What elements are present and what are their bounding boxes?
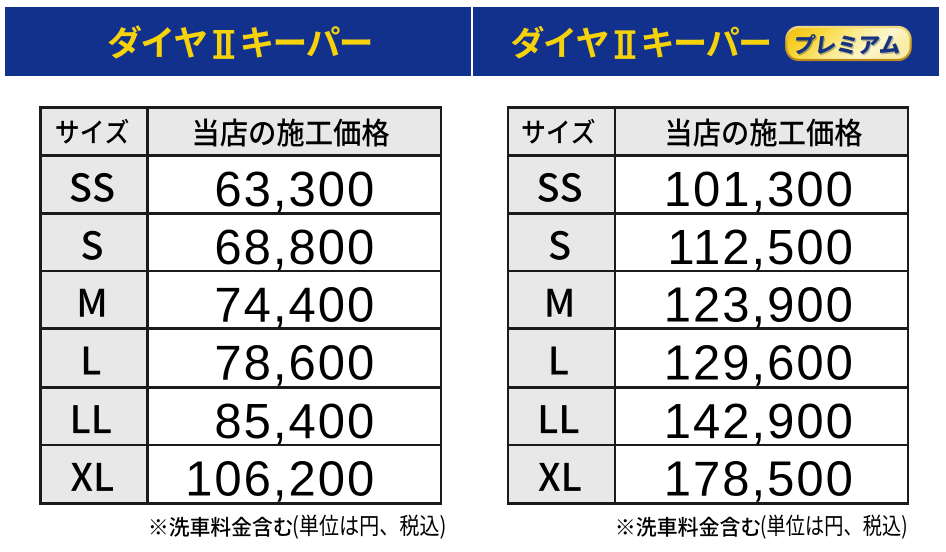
svg-text:78,600: 78,600 [214,336,376,390]
svg-text:101,300: 101,300 [664,163,855,217]
svg-text:123,900: 123,900 [664,279,855,333]
svg-text:106,200: 106,200 [185,453,376,507]
svg-text:142,900: 142,900 [664,395,855,449]
svg-text:74,400: 74,400 [214,279,376,333]
svg-text:129,600: 129,600 [664,336,855,390]
svg-text:68,800: 68,800 [214,221,376,275]
svg-text:85,400: 85,400 [214,395,376,449]
svg-text:63,300: 63,300 [214,163,376,217]
svg-text:178,500: 178,500 [664,453,855,507]
svg-text:112,500: 112,500 [667,221,855,275]
